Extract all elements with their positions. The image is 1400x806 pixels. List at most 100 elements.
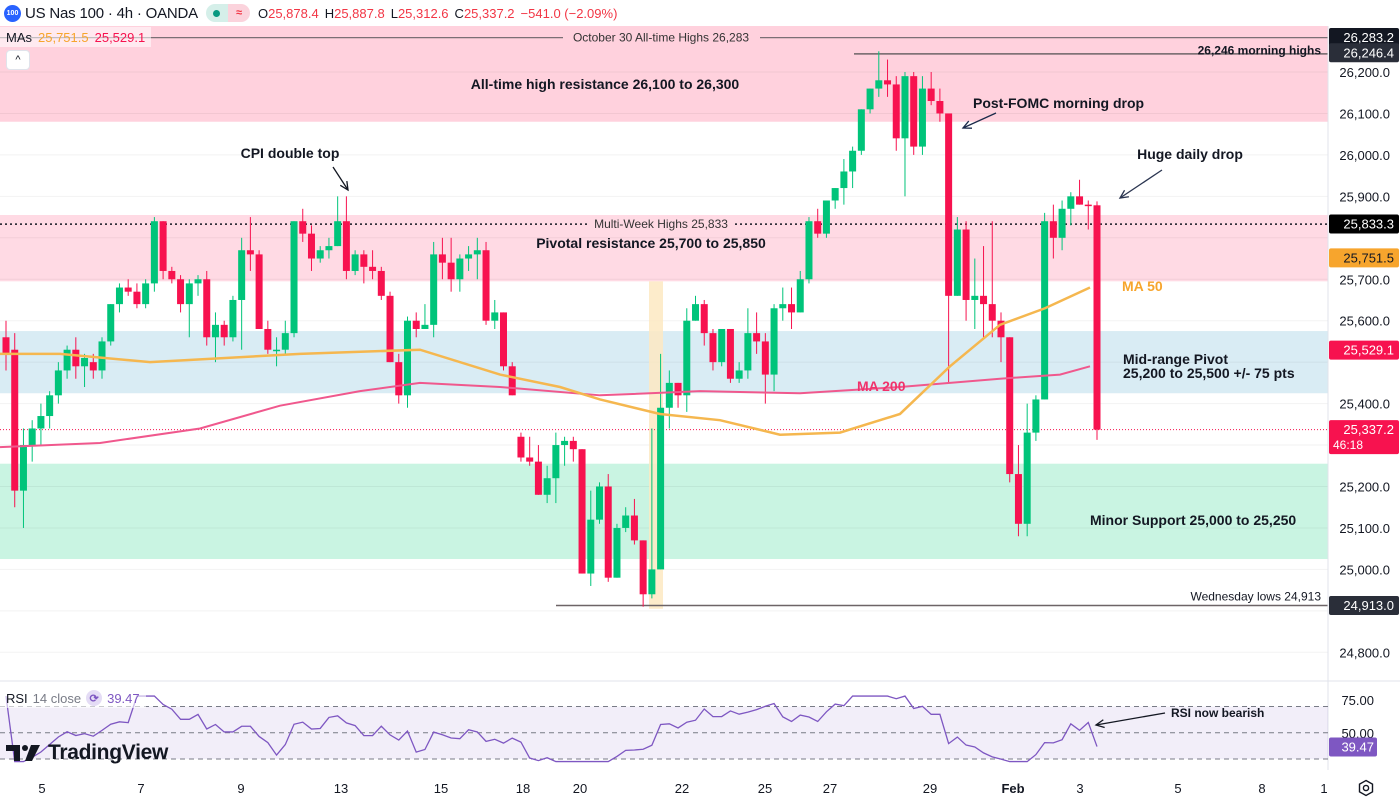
candle-body[interactable] (1041, 221, 1049, 400)
candle-body[interactable] (1076, 196, 1084, 205)
candle-body[interactable] (342, 221, 350, 271)
candle-body[interactable] (273, 349, 281, 352)
candle-body[interactable] (168, 270, 176, 280)
candle-body[interactable] (1023, 432, 1031, 524)
candle-body[interactable] (177, 279, 185, 305)
ma50-line[interactable] (0, 286, 1091, 436)
market-status[interactable]: ≈ (205, 4, 250, 22)
candle-body[interactable] (37, 416, 45, 429)
candle-body[interactable] (369, 266, 377, 271)
candle-body[interactable] (866, 88, 874, 110)
candle-body[interactable] (534, 461, 542, 495)
candle-body[interactable] (246, 250, 254, 255)
refresh-icon[interactable]: ⟳ (86, 690, 103, 706)
candle-body[interactable] (761, 341, 769, 375)
candle-body[interactable] (412, 320, 420, 329)
candle-body[interactable] (788, 304, 796, 313)
candle-body[interactable] (238, 250, 246, 300)
candle-body[interactable] (770, 308, 778, 375)
candle-body[interactable] (1093, 205, 1101, 430)
candle-body[interactable] (709, 333, 717, 363)
candle-body[interactable] (150, 221, 158, 284)
candle-body[interactable] (875, 80, 883, 89)
candle-body[interactable] (630, 515, 638, 541)
candle-body[interactable] (421, 324, 429, 329)
candle-body[interactable] (892, 84, 900, 139)
mid-range-pivot-zone[interactable] (0, 331, 1328, 394)
candle-body[interactable] (918, 88, 926, 147)
candle-body[interactable] (211, 324, 219, 338)
candle-body[interactable] (1006, 337, 1014, 475)
candle-body[interactable] (639, 540, 647, 595)
candle-body[interactable] (316, 250, 324, 259)
candle-body[interactable] (1049, 221, 1057, 238)
ath-resistance-zone[interactable] (0, 26, 1328, 122)
candle-body[interactable] (2, 337, 10, 354)
candle-body[interactable] (133, 291, 141, 305)
candle-body[interactable] (438, 254, 446, 263)
candle-body[interactable] (360, 254, 368, 267)
candle-body[interactable] (587, 519, 595, 574)
candle-body[interactable] (805, 221, 813, 280)
candle-body[interactable] (89, 362, 97, 371)
candle-body[interactable] (814, 221, 822, 234)
candle-body[interactable] (822, 200, 830, 234)
candle-body[interactable] (307, 233, 315, 259)
candle-body[interactable] (945, 113, 953, 296)
candle-body[interactable] (604, 486, 612, 578)
candle-body[interactable] (735, 370, 743, 379)
candle-body[interactable] (491, 312, 499, 321)
candle-body[interactable] (849, 150, 857, 172)
candle-body[interactable] (596, 486, 604, 520)
candle-body[interactable] (1067, 196, 1075, 209)
candle-body[interactable] (796, 279, 804, 313)
candle-body[interactable] (1084, 204, 1092, 207)
time-axis[interactable]: 5 7 9 13 15 18 20 22 25 27 29 Feb 3 5 8 1 (38, 781, 1327, 796)
candle-body[interactable] (72, 349, 80, 367)
candle-body[interactable] (281, 333, 289, 350)
candle-body[interactable] (81, 358, 89, 367)
price-axis[interactable]: 26,200.0 26,100.0 26,000.0 25,900.0 25,700.0… (1329, 28, 1399, 660)
candle-body[interactable] (63, 349, 71, 371)
candle-body[interactable] (927, 88, 935, 102)
candle-body[interactable] (1058, 208, 1066, 238)
candle-body[interactable] (831, 188, 839, 201)
candle-body[interactable] (517, 436, 525, 458)
candle-body[interactable] (971, 295, 979, 300)
candle-body[interactable] (229, 299, 237, 338)
candle-body[interactable] (499, 312, 507, 367)
candle-body[interactable] (884, 80, 892, 85)
candle-body[interactable] (1014, 474, 1022, 524)
candle-body[interactable] (334, 221, 342, 247)
candle-body[interactable] (683, 320, 691, 396)
candle-body[interactable] (255, 254, 263, 329)
ma-legend[interactable]: MAs 25,751.5 25,529.1 (0, 27, 152, 47)
candle-body[interactable] (674, 382, 682, 396)
candle-body[interactable] (953, 229, 961, 296)
candle-body[interactable] (325, 246, 333, 251)
candle-body[interactable] (124, 287, 132, 292)
candle-body[interactable] (194, 279, 202, 284)
candles[interactable] (2, 51, 1101, 607)
candle-body[interactable] (980, 295, 988, 305)
candle-body[interactable] (561, 440, 569, 446)
candle-body[interactable] (552, 445, 560, 479)
candle-body[interactable] (447, 262, 455, 280)
candle-body[interactable] (46, 395, 54, 417)
candle-body[interactable] (98, 341, 106, 371)
candle-body[interactable] (482, 250, 490, 321)
candle-body[interactable] (28, 428, 36, 446)
candle-body[interactable] (962, 229, 970, 300)
collapse-legend-button[interactable]: ^ (6, 50, 30, 70)
candle-body[interactable] (159, 221, 167, 271)
candle-body[interactable] (142, 283, 150, 305)
candle-body[interactable] (997, 320, 1005, 338)
tradingview-logo[interactable]: TradingView (6, 741, 168, 765)
candle-body[interactable] (744, 333, 752, 371)
candle-body[interactable] (578, 449, 586, 574)
candle-body[interactable] (351, 254, 359, 271)
candle-body[interactable] (779, 304, 787, 309)
candle-body[interactable] (430, 254, 438, 325)
candle-body[interactable] (988, 304, 996, 321)
